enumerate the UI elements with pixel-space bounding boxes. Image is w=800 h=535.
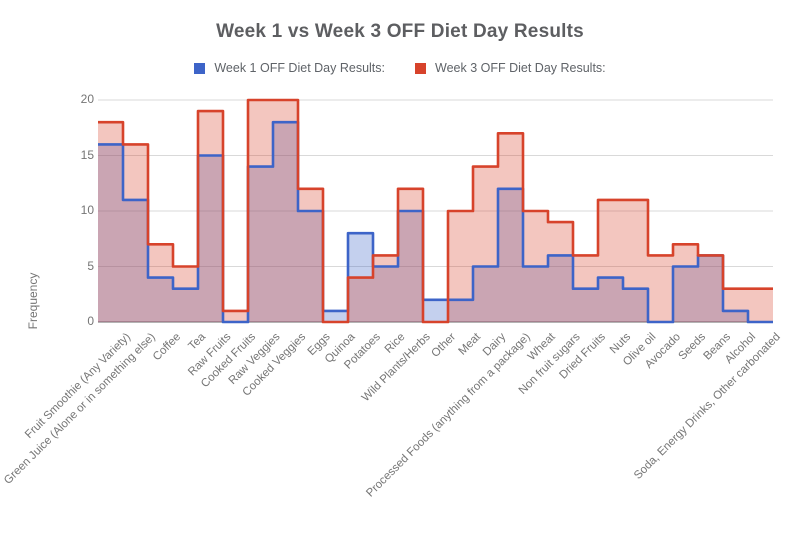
series-1-area — [98, 100, 773, 322]
week3-legend-label: Week 3 OFF Diet Day Results: — [435, 61, 606, 75]
y-tick-label-20: 20 — [80, 92, 94, 106]
chart-title: Week 1 vs Week 3 OFF Diet Day Results — [216, 21, 584, 42]
series-0-area — [98, 122, 773, 322]
legend: Week 1 OFF Diet Day Results: Week 3 OFF … — [0, 61, 800, 75]
y-tick-label-15: 15 — [80, 147, 94, 162]
week1-legend-label: Week 1 OFF Diet Day Results: — [214, 61, 385, 75]
week3-legend-swatch — [415, 62, 426, 74]
y-tick-label-5: 5 — [87, 258, 94, 273]
legend-item-week3: Week 3 OFF Diet Day Results: — [415, 61, 606, 75]
y-tick-label-0: 0 — [87, 314, 94, 328]
y-tick-label-10: 10 — [80, 203, 94, 217]
series-1-line — [98, 98, 773, 324]
week1-legend-swatch — [194, 62, 206, 74]
legend-item-week1: Week 1 OFF Diet Day Results: — [194, 61, 385, 75]
